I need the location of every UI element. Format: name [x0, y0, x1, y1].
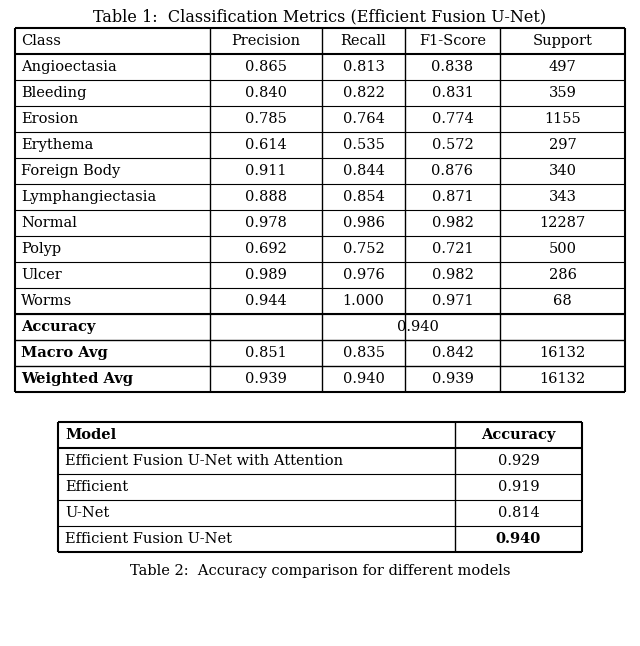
Text: 0.944: 0.944	[245, 294, 287, 308]
Text: Efficient Fusion U-Net with Attention: Efficient Fusion U-Net with Attention	[65, 454, 343, 468]
Text: 0.814: 0.814	[498, 506, 540, 520]
Text: 0.535: 0.535	[342, 138, 385, 152]
Text: 0.842: 0.842	[431, 346, 474, 360]
Text: 0.785: 0.785	[245, 112, 287, 126]
Text: Normal: Normal	[21, 216, 77, 230]
Text: 0.986: 0.986	[342, 216, 385, 230]
Text: 0.774: 0.774	[431, 112, 474, 126]
Text: 0.871: 0.871	[431, 190, 474, 204]
Text: Ulcer: Ulcer	[21, 268, 61, 282]
Text: 0.614: 0.614	[245, 138, 287, 152]
Text: Polyp: Polyp	[21, 242, 61, 256]
Text: Angioectasia: Angioectasia	[21, 60, 116, 74]
Text: 16132: 16132	[540, 372, 586, 386]
Text: Macro Avg: Macro Avg	[21, 346, 108, 360]
Text: 0.840: 0.840	[245, 86, 287, 100]
Text: 0.940: 0.940	[496, 532, 541, 546]
Text: Class: Class	[21, 34, 61, 48]
Text: 340: 340	[548, 164, 577, 178]
Text: 0.929: 0.929	[498, 454, 540, 468]
Text: 0.721: 0.721	[432, 242, 474, 256]
Text: 0.822: 0.822	[342, 86, 385, 100]
Text: 0.989: 0.989	[245, 268, 287, 282]
Text: 0.692: 0.692	[245, 242, 287, 256]
Text: 0.865: 0.865	[245, 60, 287, 74]
Text: Accuracy: Accuracy	[481, 428, 556, 442]
Text: 0.888: 0.888	[245, 190, 287, 204]
Text: 0.844: 0.844	[342, 164, 385, 178]
Text: Worms: Worms	[21, 294, 72, 308]
Text: 297: 297	[548, 138, 577, 152]
Text: Lymphangiectasia: Lymphangiectasia	[21, 190, 156, 204]
Text: Weighted Avg: Weighted Avg	[21, 372, 133, 386]
Text: 0.940: 0.940	[397, 320, 438, 334]
Text: 0.752: 0.752	[342, 242, 385, 256]
Text: 68: 68	[553, 294, 572, 308]
Text: Accuracy: Accuracy	[21, 320, 95, 334]
Text: 0.976: 0.976	[342, 268, 385, 282]
Text: Efficient Fusion U-Net: Efficient Fusion U-Net	[65, 532, 232, 546]
Text: 0.813: 0.813	[342, 60, 385, 74]
Text: 1155: 1155	[544, 112, 581, 126]
Text: Erosion: Erosion	[21, 112, 78, 126]
Text: 500: 500	[548, 242, 577, 256]
Text: 0.982: 0.982	[431, 268, 474, 282]
Text: Bleeding: Bleeding	[21, 86, 86, 100]
Text: 286: 286	[548, 268, 577, 282]
Text: 0.982: 0.982	[431, 216, 474, 230]
Text: Foreign Body: Foreign Body	[21, 164, 120, 178]
Text: Table 1:  Classification Metrics (Efficient Fusion U-Net): Table 1: Classification Metrics (Efficie…	[93, 8, 547, 25]
Text: U-Net: U-Net	[65, 506, 109, 520]
Text: 0.572: 0.572	[431, 138, 474, 152]
Text: 0.919: 0.919	[498, 480, 540, 494]
Text: 0.851: 0.851	[245, 346, 287, 360]
Text: 0.940: 0.940	[342, 372, 385, 386]
Text: 0.876: 0.876	[431, 164, 474, 178]
Text: Precision: Precision	[232, 34, 301, 48]
Text: F1-Score: F1-Score	[419, 34, 486, 48]
Text: Erythema: Erythema	[21, 138, 93, 152]
Text: 359: 359	[548, 86, 577, 100]
Text: 0.939: 0.939	[431, 372, 474, 386]
Text: Model: Model	[65, 428, 116, 442]
Text: 497: 497	[548, 60, 577, 74]
Text: 0.835: 0.835	[342, 346, 385, 360]
Text: 0.978: 0.978	[245, 216, 287, 230]
Text: 343: 343	[548, 190, 577, 204]
Text: 0.764: 0.764	[342, 112, 385, 126]
Text: 16132: 16132	[540, 346, 586, 360]
Text: Efficient: Efficient	[65, 480, 128, 494]
Text: Support: Support	[532, 34, 593, 48]
Text: 0.854: 0.854	[342, 190, 385, 204]
Text: 0.911: 0.911	[245, 164, 287, 178]
Text: 12287: 12287	[540, 216, 586, 230]
Text: Recall: Recall	[340, 34, 387, 48]
Text: 1.000: 1.000	[342, 294, 385, 308]
Text: Table 2:  Accuracy comparison for different models: Table 2: Accuracy comparison for differe…	[130, 564, 510, 578]
Text: 0.971: 0.971	[432, 294, 474, 308]
Text: 0.831: 0.831	[431, 86, 474, 100]
Text: 0.939: 0.939	[245, 372, 287, 386]
Text: 0.838: 0.838	[431, 60, 474, 74]
